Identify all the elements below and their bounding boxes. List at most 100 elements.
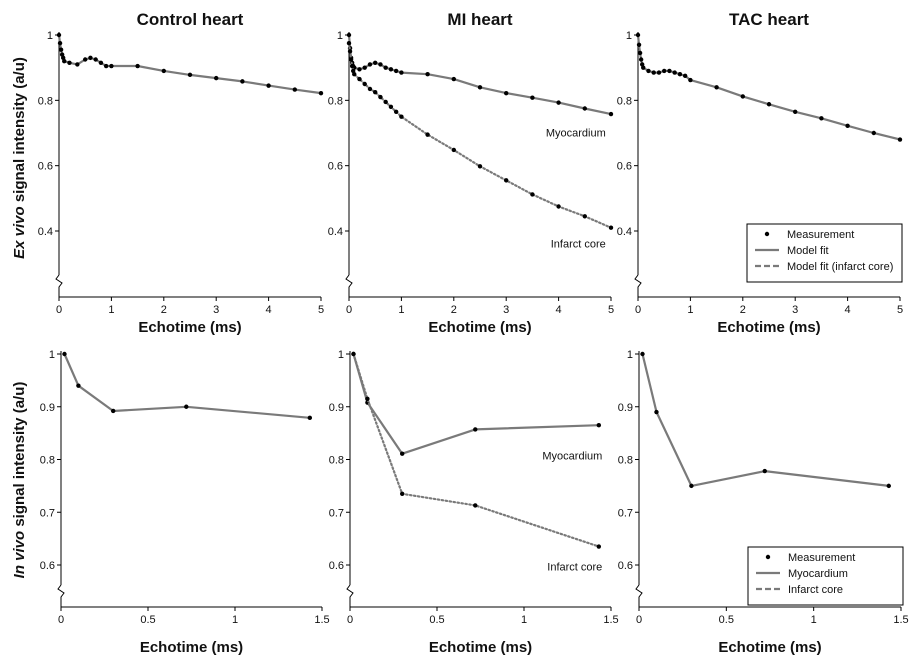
data-point — [451, 76, 456, 82]
data-point — [596, 423, 602, 428]
data-point — [596, 544, 602, 549]
y-axis-break — [346, 584, 354, 607]
chart-panels: Control heart 0.4 0.6 0.8 1 0 1 2 3 4 5 Echotime (m… — [38, 10, 909, 656]
panel-title: MI heart — [447, 10, 513, 29]
chart-panel-2: MI heart 0.4 0.6 0.8 1 0 1 2 3 4 5 Echotime (ms) Myo… — [328, 10, 614, 336]
legend-box — [746, 223, 903, 283]
y-axis-break — [634, 274, 642, 297]
data-point — [346, 32, 352, 38]
row-label-in-vivo-rest: signal intensity (a/u) — [11, 382, 28, 531]
data-point — [383, 65, 388, 70]
x-tick-label: 0 — [635, 304, 641, 316]
x-tick-label: 5 — [897, 304, 903, 316]
row-label-ex-vivo-italic: Ex vivo — [11, 206, 28, 259]
data-point — [135, 63, 140, 69]
data-point — [307, 415, 313, 421]
data-point — [400, 451, 405, 456]
data-point — [388, 104, 394, 110]
legend-marker-dot — [764, 231, 770, 237]
x-tick-label: 0 — [636, 614, 642, 626]
y-tick-label: 0.4 — [617, 226, 632, 238]
data-point — [67, 60, 72, 65]
data-point — [357, 76, 362, 82]
data-point — [654, 409, 659, 415]
x-tick-label: 1.5 — [603, 614, 618, 626]
data-point — [714, 85, 719, 90]
y-tick-label: 0.8 — [618, 455, 633, 467]
data-point — [214, 75, 219, 81]
data-point — [656, 70, 662, 75]
y-tick-label: 1 — [626, 30, 632, 42]
data-point — [347, 49, 353, 54]
chart-panel-5: 0.6 0.7 0.8 0.9 1 0 0.5 1 1.5 Echotime (ms) Myocar… — [329, 349, 619, 656]
data-point — [383, 99, 388, 105]
data-point — [793, 109, 798, 114]
x-tick-label: 1 — [232, 614, 238, 626]
series-annotation: Infarct core — [551, 238, 606, 250]
y-tick-label: 0.8 — [617, 95, 632, 107]
data-point — [672, 70, 677, 75]
data-point — [667, 68, 672, 74]
series-annotation: Myocardium — [546, 127, 606, 139]
data-point — [688, 77, 693, 83]
y-axis-break — [55, 274, 63, 297]
y-tick-label: 0.4 — [328, 226, 343, 238]
y-tick-label: 0.6 — [329, 560, 344, 572]
data-point — [530, 95, 535, 100]
data-point — [662, 68, 667, 74]
data-point — [351, 351, 356, 357]
x-tick-label: 1 — [521, 614, 527, 626]
x-tick-label: 4 — [556, 304, 562, 316]
y-axis-break — [345, 274, 353, 297]
x-tick-label: 0 — [346, 304, 352, 316]
row-label-ex-vivo: Ex vivo signal intensity (a/u) — [11, 57, 28, 259]
series-line-myocardium — [347, 34, 612, 116]
data-point — [98, 60, 104, 65]
data-point — [638, 57, 644, 62]
data-point — [646, 68, 651, 74]
y-tick-label: 1 — [49, 349, 55, 361]
data-point — [75, 62, 80, 67]
x-tick-label: 4 — [845, 304, 851, 316]
chart-panel-3: TAC heart 0.4 0.6 0.8 1 0 1 2 3 4 5 Echotime (ms) Me… — [617, 10, 903, 336]
series-line-myocardium — [352, 353, 599, 455]
data-point — [292, 87, 297, 92]
data-point — [103, 63, 109, 69]
y-tick-label: 1 — [337, 30, 343, 42]
data-point — [388, 67, 394, 72]
data-point — [451, 147, 456, 153]
data-point — [640, 351, 645, 357]
data-point — [362, 81, 367, 87]
data-point — [582, 214, 587, 219]
panel-title: TAC heart — [729, 10, 809, 29]
data-point — [871, 130, 876, 136]
data-point — [349, 63, 355, 69]
x-tick-label: 3 — [503, 304, 509, 316]
data-point — [504, 178, 509, 183]
x-tick-label: 5 — [318, 304, 324, 316]
x-tick-label: 0 — [347, 614, 353, 626]
data-point — [819, 116, 824, 121]
data-point — [897, 137, 903, 142]
data-point — [886, 483, 891, 489]
data-point — [161, 68, 166, 74]
y-tick-label: 0.6 — [328, 161, 343, 173]
x-tick-label: 0 — [58, 614, 64, 626]
data-point — [56, 32, 62, 38]
series-annotation: Myocardium — [542, 451, 602, 463]
legend-label: Model fit — [787, 245, 829, 257]
legend-label: Measurement — [788, 552, 855, 564]
x-tick-label: 0.5 — [429, 614, 444, 626]
data-point — [240, 79, 245, 84]
data-point — [556, 100, 561, 105]
y-tick-label: 0.6 — [618, 560, 633, 572]
data-point — [608, 225, 614, 230]
y-tick-label: 0.9 — [40, 402, 55, 414]
data-point — [425, 132, 430, 137]
data-point — [766, 102, 772, 107]
data-point — [400, 491, 405, 496]
chart-panel-6: 0.6 0.7 0.8 0.9 1 0 0.5 1 1.5 Echotime (ms) Measur… — [618, 349, 909, 656]
data-point — [762, 468, 767, 474]
data-point — [689, 483, 694, 489]
data-point — [425, 72, 430, 77]
